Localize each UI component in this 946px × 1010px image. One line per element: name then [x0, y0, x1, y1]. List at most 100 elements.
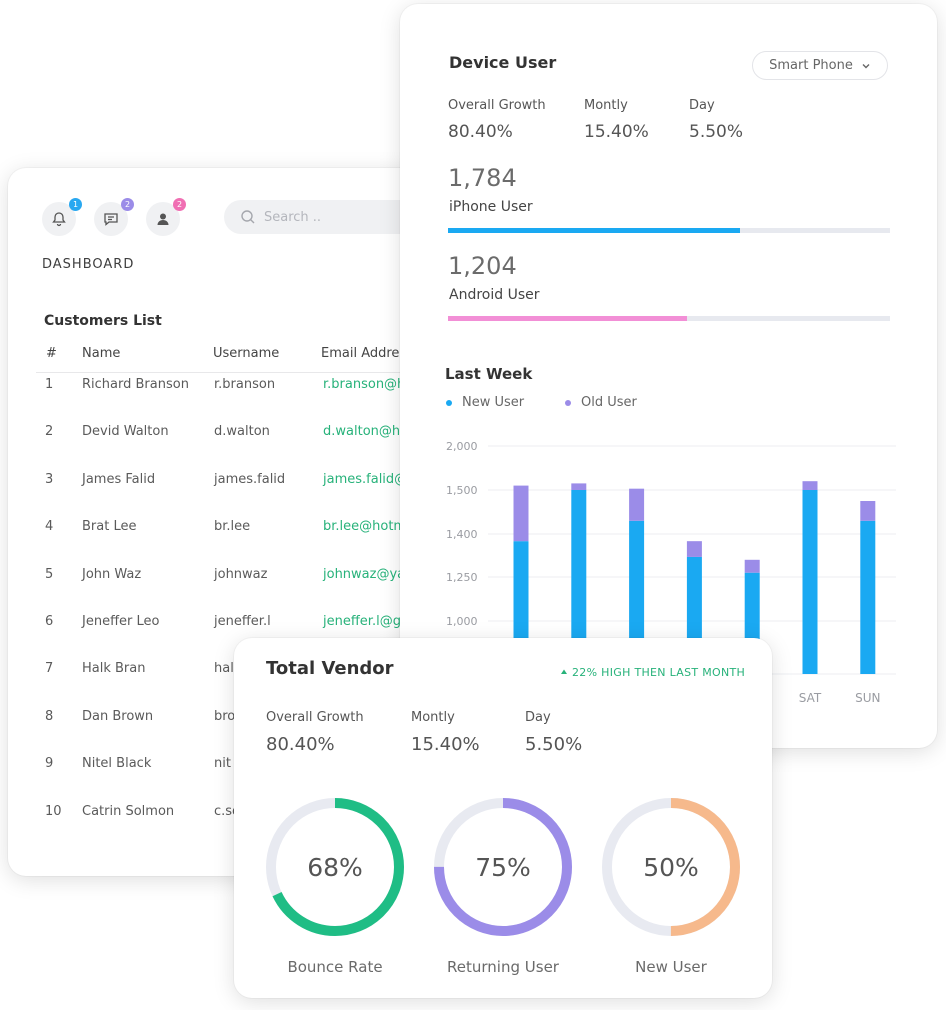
- x-tick-label: SUN: [855, 691, 880, 705]
- customer-name: Devid Walton: [82, 424, 169, 440]
- column-header-number[interactable]: #: [46, 346, 57, 361]
- profile-button[interactable]: 2: [146, 198, 186, 236]
- bar-old-user-sun[interactable]: [860, 501, 876, 521]
- overall-growth-value: 80.40%: [448, 122, 513, 142]
- new-user-donut: 50%: [600, 796, 742, 938]
- total-vendor-card: Total Vendor 22% HIGH THEN LAST MONTH Ov…: [234, 638, 772, 998]
- device-user-card: Device User Smart Phone Overall Growth 8…: [400, 4, 937, 748]
- vendor-overall-growth-label: Overall Growth: [266, 710, 364, 725]
- messages-button[interactable]: 2: [94, 198, 134, 236]
- customer-name: James Falid: [82, 471, 156, 487]
- customer-email-link[interactable]: jeneffer.l@g: [323, 614, 401, 629]
- table-row[interactable]: 7 Halk Bran hal: [8, 661, 478, 708]
- bar-old-user-thu[interactable]: [686, 541, 702, 557]
- vendor-monthly-value: 15.40%: [411, 734, 480, 755]
- chevron-down-icon: [862, 63, 870, 68]
- y-tick-label: 2,000: [446, 440, 478, 453]
- search-placeholder: Search ..: [264, 209, 322, 225]
- customer-username: br.lee: [214, 519, 251, 535]
- table-row[interactable]: 10 Catrin Solmon c.so: [8, 804, 478, 851]
- total-vendor-title: Total Vendor: [266, 658, 394, 679]
- row-number: 2: [45, 424, 54, 440]
- customer-name: Brat Lee: [82, 519, 137, 535]
- row-number: 7: [45, 661, 54, 677]
- y-tick-label: 1,500: [446, 484, 478, 497]
- triangle-up-icon: [561, 669, 567, 674]
- column-header-username[interactable]: Username: [213, 346, 280, 361]
- customer-email-link[interactable]: r.branson@h: [323, 377, 406, 392]
- customer-email-link[interactable]: d.walton@ho: [323, 424, 409, 440]
- customer-username: james.falid: [214, 471, 286, 487]
- android-progress-bar: [448, 316, 890, 321]
- android-user-count: 1,204: [448, 252, 517, 280]
- trend-indicator: 22% HIGH THEN LAST MONTH: [560, 666, 745, 679]
- day-value: 5.50%: [689, 122, 744, 142]
- bar-new-user-sat[interactable]: [802, 490, 818, 674]
- bar-old-user-fri[interactable]: [744, 559, 760, 573]
- bar-old-user-sat[interactable]: [802, 481, 818, 490]
- y-tick-label: 1,000: [446, 615, 478, 628]
- returning-user-donut: 75%: [432, 796, 574, 938]
- customer-name: Richard Branson: [82, 377, 189, 392]
- customer-email-link[interactable]: james.falid@: [323, 471, 408, 487]
- row-number: 5: [45, 566, 54, 582]
- device-user-title: Device User: [449, 53, 557, 72]
- table-row[interactable]: 3 James Falid james.falid james.falid@: [8, 472, 478, 519]
- notification-badge: 1: [69, 198, 82, 211]
- customer-email-link[interactable]: johnwaz@ya: [323, 566, 406, 582]
- row-number: 8: [45, 708, 54, 724]
- donut-progress-arc: [434, 798, 572, 936]
- new-user-label: New User: [635, 958, 707, 976]
- table-row[interactable]: 2 Devid Walton d.walton d.walton@ho: [8, 424, 478, 471]
- table-header-divider: [36, 372, 478, 373]
- customers-list-title: Customers List: [44, 313, 162, 329]
- android-progress-fill: [448, 316, 687, 321]
- table-row[interactable]: 8 Dan Brown bro: [8, 709, 478, 756]
- table-row[interactable]: 4 Brat Lee br.lee br.lee@hotm: [8, 519, 478, 566]
- iphone-progress-bar: [448, 228, 890, 233]
- customer-username: jeneffer.l: [214, 614, 271, 629]
- customer-name: Halk Bran: [82, 661, 146, 677]
- customer-email-link[interactable]: br.lee@hotm: [323, 519, 407, 535]
- vendor-overall-growth-value: 80.40%: [266, 734, 335, 755]
- device-type-dropdown[interactable]: Smart Phone: [752, 51, 888, 80]
- row-number: 1: [45, 377, 54, 392]
- customer-username: r.branson: [214, 377, 276, 392]
- x-tick-label: SAT: [799, 691, 822, 705]
- table-row[interactable]: 6 Jeneffer Leo jeneffer.l jeneffer.l@g: [8, 614, 478, 661]
- table-row[interactable]: 1 Richard Branson r.branson r.branson@h: [8, 377, 478, 424]
- row-number: 9: [45, 756, 54, 772]
- column-header-name[interactable]: Name: [82, 346, 121, 361]
- bar-old-user-mon[interactable]: [513, 485, 529, 542]
- bar-new-user-wed[interactable]: [629, 520, 645, 674]
- bounce-rate-percent: 68%: [307, 852, 363, 882]
- table-row[interactable]: 5 John Waz johnwaz johnwaz@ya: [8, 567, 478, 614]
- customer-username: johnwaz: [214, 566, 268, 582]
- customer-name: John Waz: [82, 566, 142, 582]
- customer-name: Nitel Black: [82, 756, 152, 772]
- dashboard-title: DASHBOARD: [42, 257, 135, 272]
- bar-old-user-wed[interactable]: [629, 488, 645, 521]
- monthly-value: 15.40%: [584, 122, 649, 142]
- iphone-progress-fill: [448, 228, 740, 233]
- vendor-monthly-label: Montly: [411, 710, 455, 725]
- notification-button[interactable]: 1: [42, 198, 82, 236]
- last-week-bar-chart: 2,000 1,500 1,400 1,250 1,000 SAT SUN: [446, 440, 896, 705]
- bar-old-user-tue[interactable]: [571, 483, 587, 490]
- table-row[interactable]: 9 Nitel Black nit: [8, 756, 478, 803]
- customer-name: Catrin Solmon: [82, 803, 175, 819]
- vendor-day-value: 5.50%: [525, 734, 583, 755]
- bounce-rate-label: Bounce Rate: [287, 958, 383, 976]
- profile-badge: 2: [173, 198, 186, 211]
- y-tick-label: 1,250: [446, 571, 478, 584]
- bell-icon: [52, 212, 66, 227]
- legend-new-user: New User: [446, 395, 524, 410]
- last-week-title: Last Week: [445, 365, 533, 383]
- iphone-user-count: 1,784: [448, 164, 517, 192]
- bounce-rate-ring: [266, 798, 404, 936]
- column-header-email[interactable]: Email Addre: [321, 346, 400, 361]
- bar-new-user-tue[interactable]: [571, 490, 587, 674]
- legend-old-user-dot: [565, 399, 571, 406]
- bar-new-user-sun[interactable]: [860, 520, 876, 674]
- row-number: 10: [45, 803, 62, 819]
